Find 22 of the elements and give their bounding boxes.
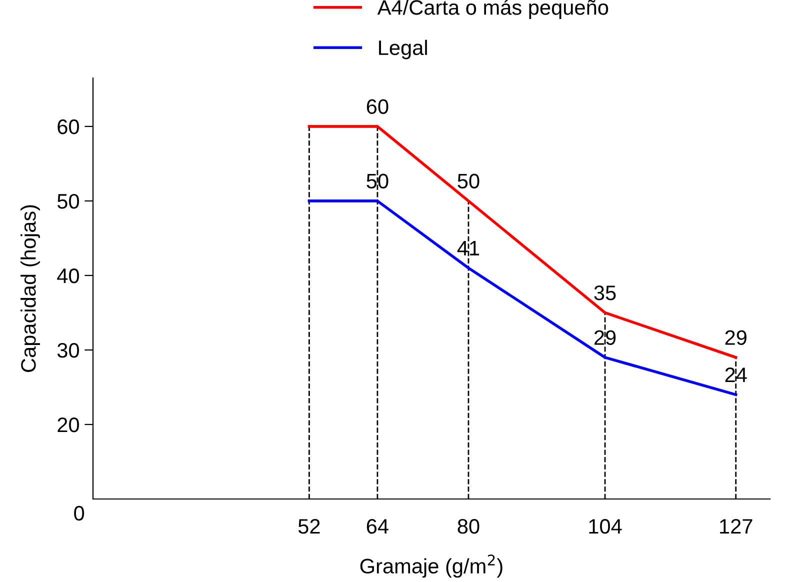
data-label: 29 — [594, 330, 616, 345]
x-tick-label: 52 — [298, 518, 320, 534]
y-tick-label: 50 — [57, 194, 79, 209]
x-tick-label: 80 — [458, 518, 480, 534]
text: 0 — [74, 506, 84, 521]
x-tick-label: 104 — [589, 518, 622, 534]
y-tick-label: 40 — [57, 268, 79, 284]
data-label: 60 — [366, 99, 388, 114]
data-label: 50 — [458, 174, 480, 188]
y-tick-label: 30 — [57, 342, 79, 358]
data-label: 35 — [594, 286, 616, 300]
y-tick-label: 20 — [58, 417, 79, 432]
data-label: 29 — [725, 330, 746, 345]
y-axis-title: Capacidad (hojas) — [20, 205, 40, 372]
legend-label: Legal — [379, 40, 427, 60]
data-label: 50 — [366, 174, 388, 188]
y-tick-label: 60 — [58, 119, 79, 134]
x-axis-title: Gramaje (g/m$^{2}$) — [360, 554, 502, 578]
data-label: 24 — [725, 367, 747, 382]
data-label: 41 — [457, 241, 480, 256]
x-tick-label: 64 — [366, 518, 388, 534]
x-tick-label: 127 — [720, 518, 752, 534]
